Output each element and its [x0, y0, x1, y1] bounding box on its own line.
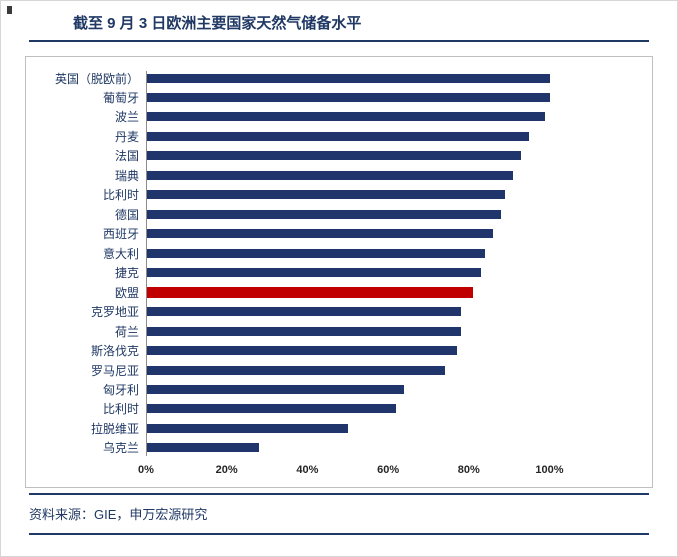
chart-row: 乌克兰 [34, 439, 646, 457]
category-label: 比利时 [102, 402, 139, 417]
bar-area [146, 365, 646, 375]
bar [146, 112, 546, 122]
x-axis-tick: 80% [457, 464, 480, 476]
bar [146, 131, 530, 141]
bar-area [146, 112, 646, 122]
x-axis-tick: 0% [138, 464, 154, 476]
category-label: 欧盟 [114, 285, 139, 300]
bar [146, 92, 550, 102]
chart-row: 瑞典 [34, 166, 646, 184]
chart-row: 斯洛伐克 [34, 342, 646, 360]
bar-area [146, 248, 646, 258]
bar-chart: 英国（脱欧前） 葡萄牙 波兰 丹麦 法国 瑞典 比利时 德国 西班牙 意大利 捷克 欧盟 克罗地亚 荷兰斯… [34, 69, 646, 457]
chart-row: 丹麦 [34, 127, 646, 145]
chart-row: 比利时 [34, 186, 646, 204]
bar-area [146, 423, 646, 433]
category-label: 意大利 [102, 246, 139, 261]
category-label: 罗马尼亚 [90, 363, 139, 378]
category-label: 葡萄牙 [102, 90, 139, 105]
bar [146, 73, 550, 83]
bottom-divider [29, 533, 649, 535]
source-text: 资料来源：GIE，申万宏源研究 [29, 507, 208, 522]
category-label: 斯洛伐克 [90, 344, 139, 359]
bar-area [146, 92, 646, 102]
bar [146, 268, 481, 278]
bar-area [146, 131, 646, 141]
chart-row: 波兰 [34, 108, 646, 126]
chart-row: 拉脱维亚 [34, 419, 646, 437]
category-label: 德国 [114, 207, 139, 222]
x-axis-tick: 100% [535, 464, 564, 476]
corner-mark [7, 6, 12, 14]
bar-area [146, 151, 646, 161]
bar [146, 443, 259, 453]
chart-row: 西班牙 [34, 225, 646, 243]
bar-highlight-eu [146, 286, 473, 298]
bar-area [146, 229, 646, 239]
y-axis-line [146, 71, 147, 456]
bar [146, 385, 405, 394]
chart-row: 葡萄牙 [34, 88, 646, 106]
bar-area [146, 286, 646, 298]
category-label: 拉脱维亚 [90, 421, 139, 436]
chart-panel: 英国（脱欧前） 葡萄牙 波兰 丹麦 法国 瑞典 比利时 德国 西班牙 意大利 捷克 欧盟 克罗地亚 荷兰斯… [25, 56, 653, 488]
page-title: 截至 9 月 3 日欧洲主要国家天然气储备水平 [73, 15, 362, 32]
chart-row: 德国 [34, 205, 646, 223]
bar [146, 404, 397, 414]
x-axis: 0% 20% 40% 60% 80% 100% [138, 462, 564, 480]
bar [146, 326, 461, 336]
bar-area [146, 209, 646, 219]
chart-row: 匈牙利 [34, 381, 646, 399]
bar [146, 229, 493, 239]
chart-row: 荷兰 [34, 322, 646, 340]
chart-row: 捷克 [34, 264, 646, 282]
category-label: 克罗地亚 [90, 305, 139, 320]
chart-row: 法国 [34, 147, 646, 165]
chart-row: 罗马尼亚 [34, 361, 646, 379]
source-divider [29, 493, 649, 495]
category-label: 瑞典 [114, 168, 139, 183]
chart-row: 意大利 [34, 244, 646, 262]
x-axis-tick: 20% [215, 464, 238, 476]
bar-area [146, 268, 646, 278]
bar [146, 170, 514, 180]
bar [146, 248, 485, 258]
category-label: 比利时 [102, 188, 139, 203]
category-label: 波兰 [114, 110, 139, 125]
chart-row: 克罗地亚 [34, 303, 646, 321]
category-label: 法国 [114, 149, 139, 164]
chart-row: 英国（脱欧前） [34, 69, 646, 87]
category-label: 乌克兰 [102, 441, 139, 456]
bar [146, 307, 461, 317]
category-label: 荷兰 [114, 324, 139, 339]
category-label: 英国（脱欧前） [54, 71, 139, 86]
chart-row: 比利时 [34, 400, 646, 418]
bar-area [146, 170, 646, 180]
bar-area [146, 326, 646, 336]
bar [146, 151, 522, 161]
bar-area [146, 346, 646, 356]
category-label: 捷克 [114, 266, 139, 281]
bar [146, 423, 348, 433]
bar [146, 365, 445, 375]
category-label: 西班牙 [102, 227, 139, 242]
bar-area [146, 443, 646, 453]
bar-area [146, 404, 646, 414]
chart-row: 欧盟 [34, 283, 646, 301]
bar [146, 209, 502, 219]
category-label: 丹麦 [114, 129, 139, 144]
bar [146, 346, 457, 356]
x-axis-tick: 60% [377, 464, 400, 476]
title-divider [29, 40, 649, 42]
bar-area [146, 190, 646, 200]
bar-area [146, 385, 646, 394]
category-label: 匈牙利 [102, 383, 139, 397]
bar-area [146, 73, 646, 83]
x-axis-tick: 40% [296, 464, 319, 476]
bar [146, 190, 506, 200]
bar-area [146, 307, 646, 317]
